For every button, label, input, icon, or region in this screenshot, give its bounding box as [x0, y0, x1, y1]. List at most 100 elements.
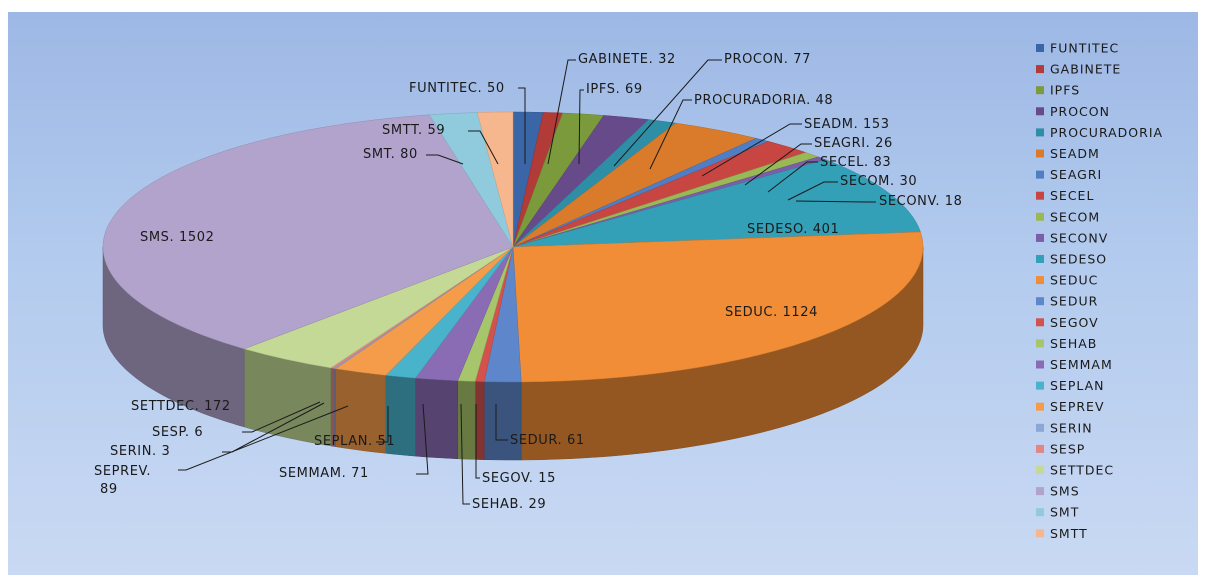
legend-swatch-seprev: [1036, 402, 1044, 411]
data-label-seprev: SEPREV.: [94, 464, 151, 479]
legend-swatch-smtt: [1036, 529, 1044, 538]
leader-line-seplan: [376, 406, 389, 443]
legend-swatch-seagri: [1036, 170, 1044, 179]
legend-swatch-semmam: [1036, 360, 1044, 369]
legend-item-sedur: SEDUR: [1036, 294, 1098, 309]
legend-swatch-procon: [1036, 107, 1044, 116]
data-label-segov: SEGOV. 15: [482, 471, 556, 486]
leader-line-secom: [787, 181, 838, 201]
leader-line-sesp: [242, 401, 321, 433]
legend-label-seadm: SEADM: [1050, 146, 1100, 161]
leader-line-sedur: [495, 404, 508, 441]
legend-item-sedeso: SEDESO: [1036, 252, 1106, 267]
legend-label-sms: SMS: [1050, 484, 1080, 499]
data-label-seduc: SEDUC. 1124: [725, 305, 818, 320]
legend-swatch-sms: [1036, 487, 1044, 496]
legend-label-seduc: SEDUC: [1050, 273, 1098, 288]
slice-side-sedur: [483, 381, 522, 461]
chart-area: FUNTITEC. 50 GABINETE. 32 IPFS. 69 PROCON. …: [8, 12, 1198, 575]
data-label-gabinete: GABINETE. 32: [578, 52, 676, 67]
legend-swatch-seplan: [1036, 381, 1044, 390]
legend-label-settdec: SETTDEC: [1050, 463, 1114, 478]
data-label-procuradoria: PROCURADORIA. 48: [694, 93, 833, 108]
leader-line-procon: [613, 59, 722, 167]
legend-label-seplan: SEPLAN: [1050, 378, 1105, 393]
legend-item-gabinete: GABINETE: [1036, 62, 1121, 77]
legend-item-seprev: SEPREV: [1036, 399, 1105, 414]
legend-label-serin: SERIN: [1050, 420, 1093, 435]
legend-label-gabinete: GABINETE: [1050, 62, 1121, 77]
leader-line-funtitec: [518, 87, 526, 164]
legend-item-settdec: SETTDEC: [1036, 463, 1114, 478]
legend-swatch-sedur: [1036, 297, 1044, 306]
slice-smtt: [476, 111, 514, 248]
legend-item-secel: SECEL: [1036, 188, 1094, 203]
legend-item-smtt: SMTT: [1036, 526, 1088, 541]
data-label-value-seprev: 89: [100, 482, 118, 497]
data-label-procon: PROCON. 77: [724, 52, 811, 67]
legend-swatch-sehab: [1036, 339, 1044, 348]
leader-line-sehab: [460, 403, 470, 505]
legend-label-funtitec: FUNTITEC: [1050, 41, 1119, 56]
legend-label-procon: PROCON: [1050, 104, 1110, 119]
pie-chart: FUNTITEC. 50 GABINETE. 32 IPFS. 69 PROCON. …: [94, 41, 1162, 541]
slice-side-segov: [474, 381, 485, 460]
legend-item-seconv: SECONV: [1036, 230, 1107, 245]
leader-line-smtt: [468, 130, 499, 165]
legend-swatch-settdec: [1036, 466, 1044, 474]
legend-item-serin: SERIN: [1036, 420, 1093, 435]
data-label-secel: SECEL. 83: [820, 155, 891, 170]
legend-label-secom: SECOM: [1050, 209, 1100, 224]
legend: FUNTITEC GABINETE IPFS PROCON PROCURADORIA SE…: [1036, 41, 1162, 541]
legend-label-sedur: SEDUR: [1050, 294, 1098, 309]
data-label-seagri: SEAGRI. 26: [814, 136, 893, 151]
legend-item-sehab: SEHAB: [1036, 336, 1097, 351]
legend-swatch-seconv: [1036, 233, 1044, 242]
legend-label-seagri: SEAGRI: [1050, 167, 1102, 182]
leader-line-ipfs: [578, 89, 584, 165]
data-label-seconv: SECONV. 18: [879, 194, 963, 209]
legend-label-secel: SECEL: [1050, 188, 1094, 203]
legend-item-seadm: SEADM: [1036, 146, 1100, 161]
legend-label-seprev: SEPREV: [1050, 399, 1105, 414]
legend-label-ipfs: IPFS: [1050, 83, 1080, 98]
legend-swatch-smt: [1036, 508, 1044, 517]
legend-swatch-sesp: [1036, 444, 1044, 453]
leader-line-seagri: [744, 143, 812, 186]
legend-item-funtitec: FUNTITEC: [1036, 41, 1119, 56]
data-label-sms: SMS. 1502: [140, 230, 214, 245]
slice-sms: [102, 114, 514, 350]
legend-label-smtt: SMTT: [1050, 526, 1088, 541]
legend-item-procuradoria: PROCURADORIA: [1036, 125, 1162, 140]
leader-line-segov: [475, 404, 480, 479]
legend-swatch-segov: [1036, 318, 1044, 327]
leader-line-secel: [767, 161, 818, 193]
leader-line-smt: [426, 154, 464, 165]
pie-tops: [102, 111, 924, 383]
data-labels: FUNTITEC. 50 GABINETE. 32 IPFS. 69 PROCON. …: [94, 52, 963, 512]
data-label-sehab: SEHAB. 29: [472, 497, 546, 512]
legend-item-segov: SEGOV: [1036, 315, 1098, 330]
data-label-sedeso: SEDESO. 401: [747, 222, 839, 237]
slice-side-sehab: [457, 380, 476, 460]
legend-item-seplan: SEPLAN: [1036, 378, 1105, 393]
data-label-smt: SMT. 80: [363, 147, 418, 162]
leader-line-procuradoria: [649, 99, 692, 170]
data-label-serin: SERIN. 3: [110, 444, 170, 459]
legend-swatch-procuradoria: [1036, 128, 1044, 137]
legend-item-semmam: SEMMAM: [1036, 357, 1112, 372]
legend-item-ipfs: IPFS: [1036, 83, 1080, 98]
legend-item-secom: SECOM: [1036, 209, 1100, 224]
legend-item-seduc: SEDUC: [1036, 273, 1098, 288]
leader-line-serin: [222, 402, 325, 453]
leader-line-seadm: [701, 123, 802, 177]
data-label-sesp: SESP. 6: [152, 425, 203, 440]
legend-item-sesp: SESP: [1036, 441, 1084, 456]
data-label-seplan: SEPLAN. 51: [314, 434, 395, 449]
legend-label-smt: SMT: [1050, 505, 1079, 520]
legend-item-sms: SMS: [1036, 484, 1080, 499]
legend-label-sehab: SEHAB: [1050, 336, 1097, 351]
leader-line-gabinete: [547, 59, 576, 165]
data-label-ipfs: IPFS. 69: [586, 82, 643, 97]
legend-item-smt: SMT: [1036, 505, 1079, 520]
